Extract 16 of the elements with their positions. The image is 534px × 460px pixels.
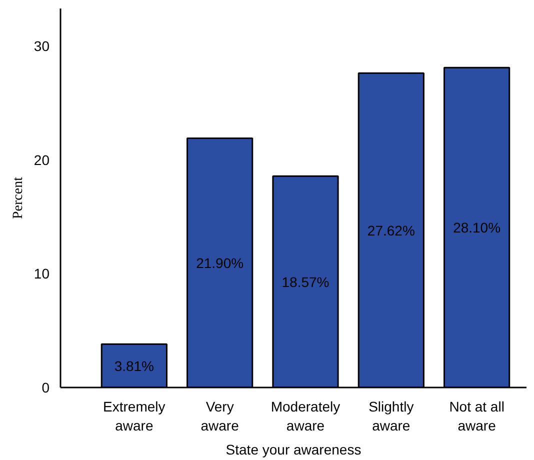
- y-tick-label: 10: [34, 266, 50, 282]
- y-tick-label: 20: [34, 152, 50, 168]
- x-tick-label: Very aware: [200, 398, 240, 434]
- y-tick-label: 0: [42, 380, 50, 396]
- y-tick-label: 30: [34, 38, 50, 54]
- x-tick-label: Extremely aware: [103, 398, 166, 434]
- x-axis-title: State your awareness: [226, 442, 362, 458]
- x-tick-label: Moderately aware: [270, 398, 340, 434]
- data-label: 21.90%: [196, 254, 244, 271]
- y-axis-title: Percent: [10, 176, 26, 219]
- data-label: 3.81%: [114, 358, 154, 374]
- data-label: 18.57%: [282, 274, 330, 290]
- x-tick-label: Slightly aware: [368, 398, 414, 434]
- data-label: 28.10%: [453, 220, 501, 236]
- x-tick-label: Not at all aware: [449, 398, 504, 434]
- data-label: 27.62%: [367, 222, 415, 238]
